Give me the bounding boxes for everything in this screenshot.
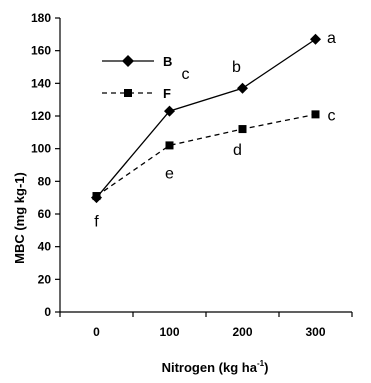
legend-diamond-marker (122, 55, 134, 67)
x-axis-title-end: ) (264, 360, 268, 375)
y-tick-label: 160 (31, 44, 51, 58)
annotations: a b c c d e f (94, 30, 336, 230)
x-tick-label: 0 (93, 325, 100, 339)
significance-letter: e (165, 165, 174, 182)
y-tick-label: 120 (31, 109, 51, 123)
y-tick-label: 0 (44, 305, 51, 319)
x-axis-title-sup: -1 (257, 359, 265, 368)
legend-label-f: F (163, 86, 171, 101)
y-axis-title: MBC (mg kg-1) (12, 172, 27, 264)
series-line-b (96, 38, 316, 199)
data-point-b (237, 82, 248, 94)
x-tick-label: 100 (159, 325, 179, 339)
significance-letter: b (232, 59, 241, 76)
data-point-f (311, 110, 320, 119)
data-point-b (310, 33, 321, 45)
series-layer (91, 33, 321, 204)
significance-letter: c (328, 107, 336, 124)
x-tick-label: 300 (305, 325, 325, 339)
data-point-f (92, 192, 101, 201)
legend-item-b: B (102, 54, 172, 69)
legend-label-b: B (163, 54, 172, 69)
legend-item-f: F (102, 86, 171, 101)
data-point-f (165, 141, 174, 150)
y-tick-label: 100 (31, 142, 51, 156)
x-axis-title: Nitrogen (kg ha-1) (162, 359, 269, 375)
y-tick-label: 140 (31, 76, 51, 90)
y-tick-label: 80 (38, 174, 52, 188)
data-point-f (238, 125, 247, 134)
y-tick-label: 20 (38, 272, 52, 286)
y-tick-label: 60 (38, 207, 52, 221)
significance-letter: c (182, 66, 190, 83)
significance-letter: f (94, 214, 99, 231)
y-tick-label: 180 (31, 11, 51, 25)
x-axis-ticks: 0 100 200 300 (59, 312, 353, 339)
significance-letter: d (233, 142, 242, 159)
legend: B F (102, 54, 172, 101)
legend-square-marker (124, 89, 132, 97)
series-line-f (96, 113, 316, 197)
y-axis-ticks: 0 20 40 60 80 100 120 140 160 180 (31, 11, 60, 319)
data-point-b (164, 105, 175, 117)
x-tick-label: 200 (232, 325, 252, 339)
y-tick-label: 40 (38, 240, 52, 254)
significance-letter: a (327, 30, 336, 47)
x-axis-title-main: Nitrogen (kg ha (162, 360, 258, 375)
